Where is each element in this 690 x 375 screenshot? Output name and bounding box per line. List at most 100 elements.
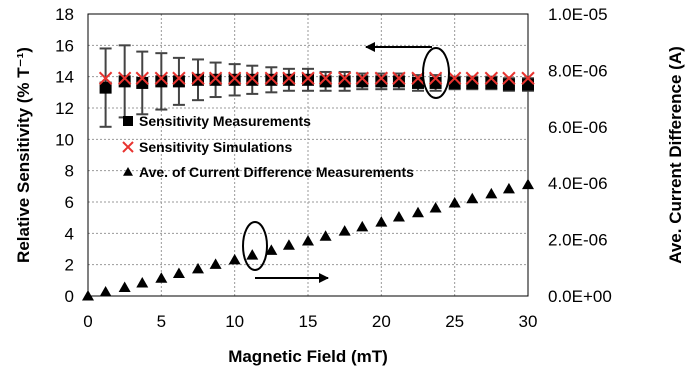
simulation-point [245,71,259,85]
measurement-point [375,75,388,88]
simulation-point-stroke [117,71,132,85]
simulation-point-stroke [264,71,279,85]
tick-labels: 0 5 10 15 20 25 30 0 2 4 6 8 10 12 14 16 18 0.0E+00 2.0E-0… [55,5,612,331]
simulation-point-stroke [227,71,242,85]
current-point [82,290,94,301]
y2-tick-label: 0.0E+00 [548,287,612,306]
simulation-point [374,71,389,85]
measurement-point [228,73,241,86]
x-axis-label: Magnetic Field (mT) [228,347,388,366]
y-axis-label: Relative Sensitivity (% T⁻¹) [14,47,33,263]
measurement-point [118,75,131,88]
simulation-point [392,71,406,85]
current-point [338,225,351,236]
simulation-point [117,71,132,85]
simulation-point-stroke [318,71,333,85]
simulation-point [301,71,315,85]
simulation-point-stroke [465,71,479,85]
current-point [118,281,131,293]
measurement-point [192,73,204,86]
measurement-point [392,75,405,88]
current-point [392,211,405,222]
current-point [466,192,479,204]
x-tick-label: 5 [157,312,166,331]
legend-marker-x [122,141,134,153]
simulation-point [411,71,425,85]
data-layer [82,44,535,301]
measurement-point [246,73,259,86]
simulation-point [264,71,279,85]
simulation-point [447,71,462,85]
legend-marker-x-stroke [122,141,134,153]
current-point [429,202,442,213]
simulation-point [172,71,186,85]
y-tick-label: 18 [55,5,74,24]
measurement-point [99,81,112,94]
legend-marker-square [123,116,133,126]
current-point [246,249,259,260]
measurement-point [155,75,168,88]
y-tick-label: 16 [55,36,74,55]
measurement-point [338,75,351,88]
simulation-point-stroke [411,71,425,85]
legend-label: Sensitivity Measurements [139,113,311,129]
simulation-point [208,71,223,85]
x-tick-label: 25 [445,312,464,331]
simulation-point-stroke [447,71,462,85]
annotation-ellipse-sensitivity [422,47,450,99]
current-point [375,216,388,227]
current-point [265,244,278,255]
simulation-point-stroke [245,71,259,85]
current-point [485,187,498,199]
y-tick-label: 0 [65,287,74,306]
simulation-point-stroke [502,71,516,85]
simulation-point-stroke [208,71,223,85]
simulation-point [318,71,333,85]
gridlines [88,14,528,296]
simulation-point [191,71,205,85]
simulation-point [484,71,499,85]
y-tick-label: 8 [65,162,74,181]
x-tick-label: 0 [83,312,92,331]
y-tick-label: 4 [65,224,74,243]
x-tick-label: 10 [225,312,244,331]
simulation-point-stroke [374,71,389,85]
current-point [172,267,185,278]
simulation-point-stroke [172,71,186,85]
simulation-point-stroke [282,71,296,85]
simulation-point-stroke [355,71,369,85]
simulation-point-stroke [428,71,443,85]
measurement-point [172,75,185,88]
plot-area [87,13,529,297]
simulation-point [355,71,369,85]
x-tick-label: 15 [299,312,318,331]
simulation-point [521,71,535,85]
simulation-point-stroke [191,71,205,85]
current-point [302,235,314,246]
simulation-point-stroke [98,71,113,85]
annotation-ellipse-current [242,221,268,271]
y-tick-label: 6 [65,193,74,212]
simulation-point-stroke [301,71,315,85]
current-point [502,182,515,194]
y2-tick-label: 2.0E-06 [548,231,608,250]
y-tick-label: 2 [65,256,74,275]
current-point [448,196,461,208]
y2-tick-label: 1.0E-05 [548,5,608,24]
measurement-point [265,73,278,86]
annotations [242,42,450,283]
y2-axis-label: Ave. Current Difference (A) [666,46,685,264]
current-point [356,220,369,232]
simulation-point [502,71,516,85]
current-point [319,230,332,241]
current-point [155,272,168,283]
current-point [228,253,241,265]
measurement-point [522,78,534,91]
current-point [99,286,112,297]
simulation-point [337,71,352,85]
current-point [209,258,222,269]
y-tick-label: 10 [55,130,74,149]
x-tick-label: 20 [372,312,391,331]
current-point [522,178,534,190]
